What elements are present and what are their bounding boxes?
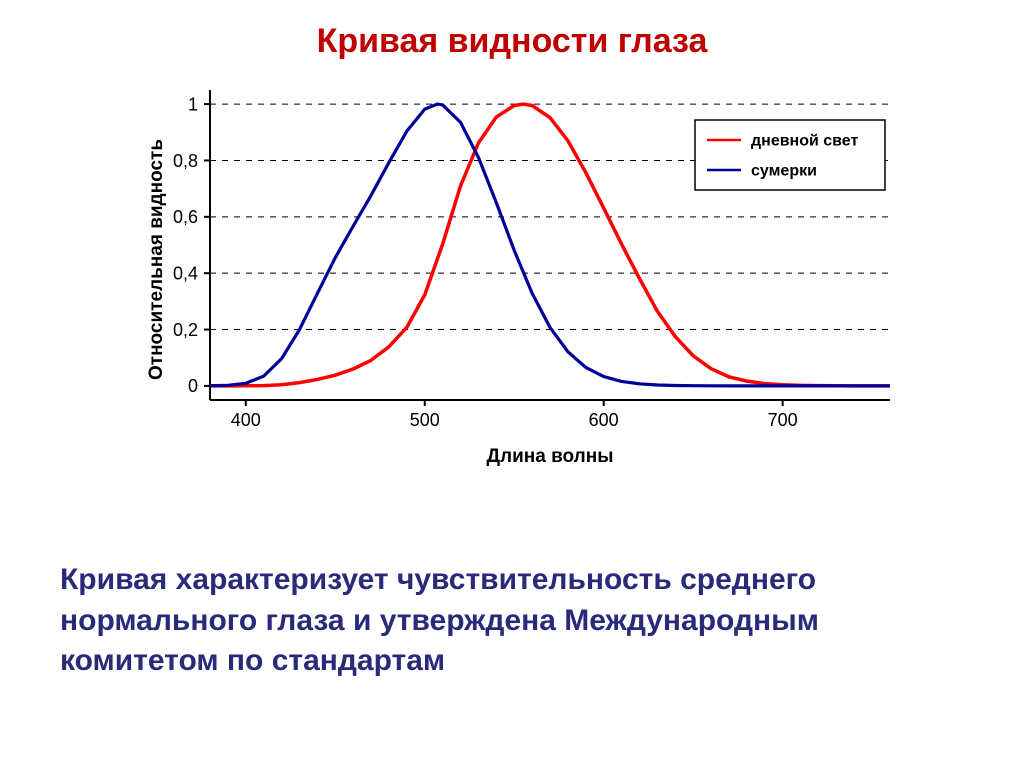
y-tick-label: 1	[188, 94, 198, 114]
legend-label: сумерки	[751, 163, 817, 180]
x-tick-label: 500	[410, 410, 440, 430]
legend-label: дневной свет	[751, 133, 858, 150]
x-axis-label: Длина волны	[210, 446, 890, 468]
page-title: Кривая видности глаза	[0, 22, 1024, 61]
slide: Кривая видности глаза Относительная видн…	[0, 0, 1024, 768]
x-tick-label: 400	[231, 410, 261, 430]
y-tick-label: 0,2	[173, 320, 198, 340]
y-tick-label: 0,6	[173, 207, 198, 227]
chart-container: Относительная видность 400 500 600 700 0 0,2 0…	[140, 80, 900, 470]
y-tick-label: 0,4	[173, 263, 198, 283]
y-tick-label: 0,8	[173, 151, 198, 171]
y-axis-label: Относительная видность	[146, 139, 168, 380]
x-tick-label: 700	[768, 410, 798, 430]
y-tick-label: 0	[188, 376, 198, 396]
x-tick-label: 600	[589, 410, 619, 430]
description-text: Кривая характеризует чувствительность ср…	[60, 560, 964, 682]
luminosity-chart: 400 500 600 700 0 0,2 0,4 0,6 0,8 1 дневной свет су…	[140, 80, 900, 440]
